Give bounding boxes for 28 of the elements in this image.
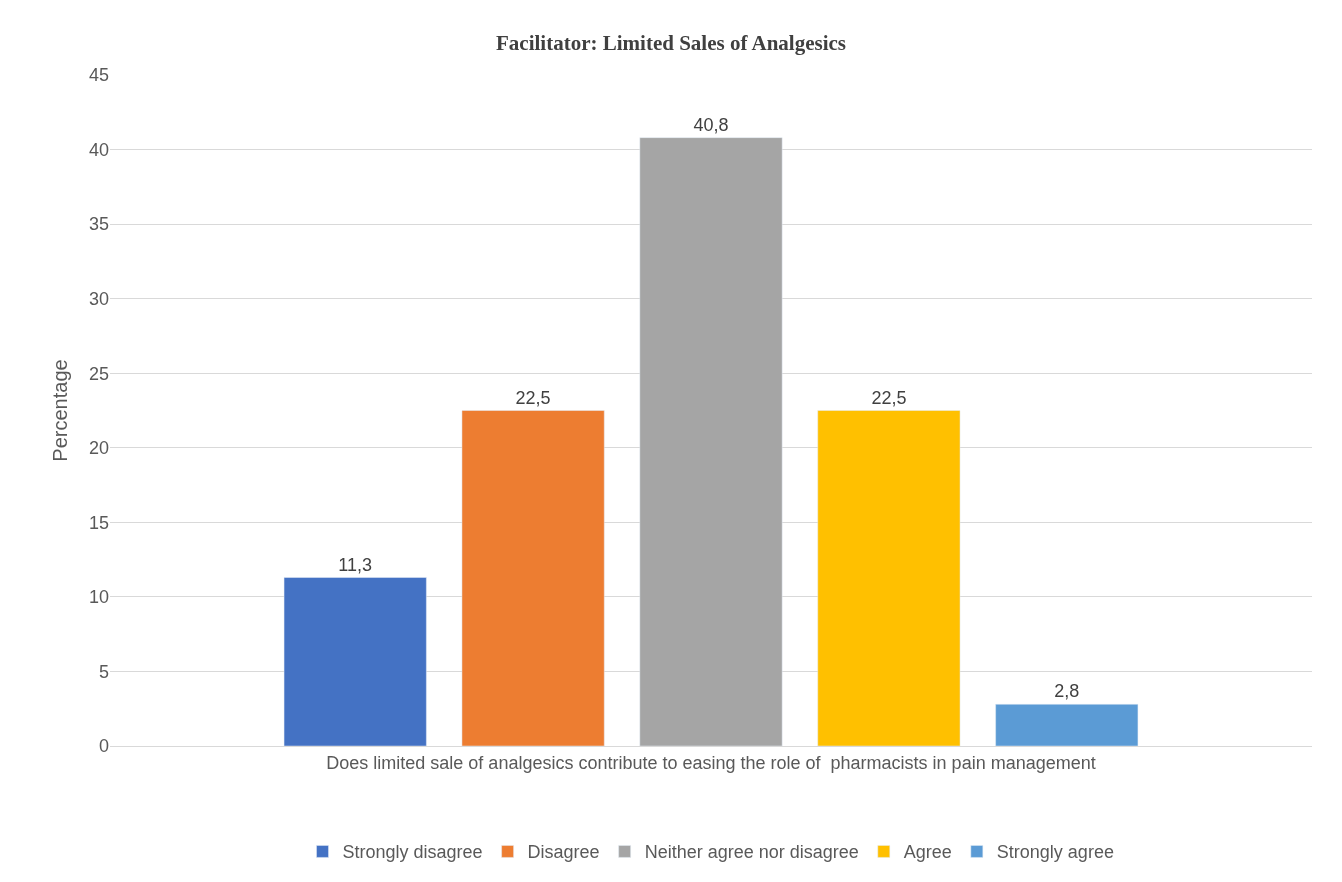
bar (283, 577, 427, 746)
data-label: 40,8 (693, 114, 729, 135)
y-tick-label: 15 (88, 512, 109, 533)
data-label: 22,5 (515, 387, 551, 408)
data-label: 22,5 (871, 387, 907, 408)
data-label: 11,3 (338, 554, 373, 575)
y-tick-label: 45 (88, 65, 109, 86)
legend-label: Neither agree nor disagree (644, 842, 859, 863)
bar (639, 137, 783, 746)
y-tick-label: 0 (98, 736, 109, 757)
y-tick-label: 35 (88, 214, 109, 235)
bar (995, 704, 1139, 746)
chart-title: Facilitator: Limited Sales of Analgesics (496, 30, 846, 55)
data-label: 2,8 (1054, 681, 1080, 702)
y-tick-label: 40 (88, 139, 109, 160)
x-tick-label: Does limited sale of analgesics contribute to easing the role of pharmacists in pain management (326, 752, 1096, 773)
y-tick-label: 20 (88, 438, 109, 459)
y-tick-label: 10 (88, 587, 109, 608)
y-axis-title: Percentage (49, 359, 72, 462)
y-tick-label: 5 (98, 661, 109, 682)
legend-label: Strongly agree (996, 842, 1114, 863)
legend-label: Disagree (527, 842, 600, 863)
legend-label: Agree (903, 842, 952, 863)
y-tick-label: 25 (88, 363, 109, 384)
bar (817, 410, 961, 746)
legend-label: Strongly disagree (342, 842, 483, 863)
bar (461, 410, 605, 746)
y-tick-label: 30 (88, 288, 109, 309)
